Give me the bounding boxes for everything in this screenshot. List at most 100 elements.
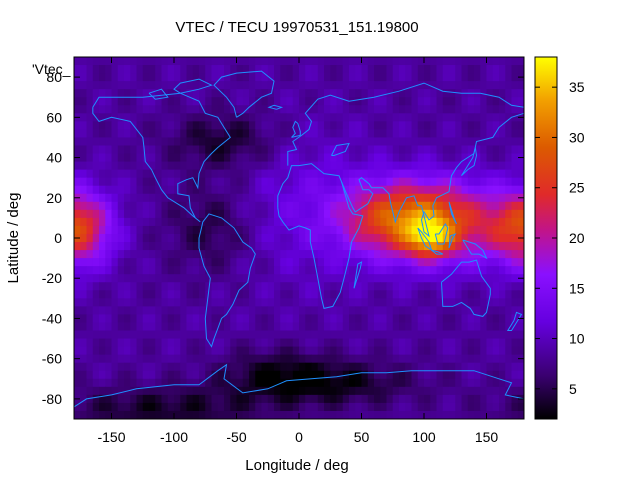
heat-cell: [317, 89, 325, 98]
heat-cell: [392, 394, 400, 404]
heat-cell: [342, 97, 350, 106]
heat-cell: [492, 97, 500, 106]
heat-cell: [136, 121, 144, 130]
heat-cell: [336, 201, 344, 211]
heat-cell: [424, 185, 431, 195]
heat-cell: [211, 346, 219, 356]
heat-cell: [149, 57, 156, 66]
coastline: [267, 104, 284, 110]
heat-cell: [161, 81, 169, 90]
heat-cell: [105, 362, 112, 372]
heat-cell: [199, 394, 206, 404]
heat-cell: [236, 145, 244, 155]
heat-cell: [405, 274, 412, 283]
heat-cell: [330, 225, 337, 235]
heat-cell: [224, 113, 231, 122]
heat-cell: [336, 145, 344, 155]
heat-cell: [299, 410, 306, 420]
heat-cell: [480, 113, 487, 122]
heat-cell: [517, 258, 525, 267]
heat-cell: [80, 193, 87, 203]
heat-cell: [211, 402, 219, 412]
heat-cell: [99, 145, 106, 155]
heat-cell: [299, 250, 306, 259]
heat-cell: [267, 233, 275, 243]
heat-cell: [480, 97, 487, 106]
heat-cell: [424, 233, 431, 243]
heat-cell: [411, 362, 419, 372]
heat-cell: [255, 282, 262, 291]
heat-cell: [505, 258, 512, 267]
heat-cell: [167, 410, 175, 420]
heat-cell: [242, 113, 250, 122]
heat-cell: [517, 402, 525, 412]
heat-cell: [436, 330, 444, 340]
heat-cell: [224, 145, 231, 155]
heat-cell: [367, 73, 375, 82]
heat-cell: [492, 394, 500, 404]
heat-cell: [461, 225, 469, 235]
heat-cell: [399, 129, 406, 138]
heat-cell: [255, 274, 262, 283]
heat-cell: [417, 378, 425, 388]
heat-cell: [124, 266, 131, 275]
heat-cell: [167, 177, 175, 187]
heat-cell: [92, 290, 100, 299]
heat-cell: [436, 386, 444, 396]
heat-cell: [499, 330, 506, 340]
heat-cell: [199, 298, 206, 307]
heat-cell: [511, 394, 519, 404]
heat-cell: [92, 177, 100, 187]
heat-cell: [286, 370, 294, 380]
heat-cell: [124, 233, 131, 243]
heat-cell: [142, 274, 150, 283]
heat-cell: [380, 338, 387, 348]
heat-cell: [274, 410, 281, 420]
heat-cell: [180, 242, 187, 251]
heat-cell: [280, 410, 287, 420]
heat-cell: [467, 73, 475, 82]
heat-cell: [142, 258, 150, 267]
heat-cell: [374, 410, 381, 420]
heat-cell: [192, 233, 200, 243]
heat-cell: [386, 73, 394, 82]
heat-cell: [411, 330, 419, 340]
heat-cell: [242, 346, 250, 356]
heat-cell: [124, 370, 131, 380]
heat-cell: [355, 322, 362, 332]
heat-cell: [142, 209, 150, 219]
heat-cell: [255, 57, 262, 66]
heat-cell: [336, 153, 344, 163]
heat-cell: [230, 217, 237, 227]
heat-cell: [224, 354, 231, 364]
heat-cell: [374, 266, 381, 275]
heat-cell: [442, 266, 450, 275]
heat-cell: [242, 314, 250, 323]
heat-cell: [242, 89, 250, 98]
heat-cell: [155, 378, 162, 388]
heat-cell: [124, 153, 131, 163]
heat-cell: [217, 57, 225, 66]
heat-cell: [380, 129, 387, 138]
heat-cell: [405, 105, 412, 114]
heat-cell: [305, 290, 312, 299]
heat-cell: [405, 258, 412, 267]
heat-cell: [330, 169, 337, 179]
heat-cell: [292, 193, 300, 203]
heat-cell: [242, 402, 250, 412]
heat-cell: [392, 306, 400, 315]
heat-cell: [199, 81, 206, 90]
heat-cell: [486, 225, 494, 235]
heat-cell: [111, 362, 119, 372]
heat-cell: [267, 217, 275, 227]
heat-cell: [174, 201, 181, 211]
heat-cell: [74, 370, 81, 380]
heat-cell: [461, 402, 469, 412]
heat-cell: [330, 322, 337, 332]
heat-cell: [355, 298, 362, 307]
heat-cell: [155, 386, 162, 396]
heat-cell: [174, 274, 181, 283]
heat-cell: [324, 306, 331, 315]
heat-cell: [155, 266, 162, 275]
heat-cell: [205, 65, 212, 74]
